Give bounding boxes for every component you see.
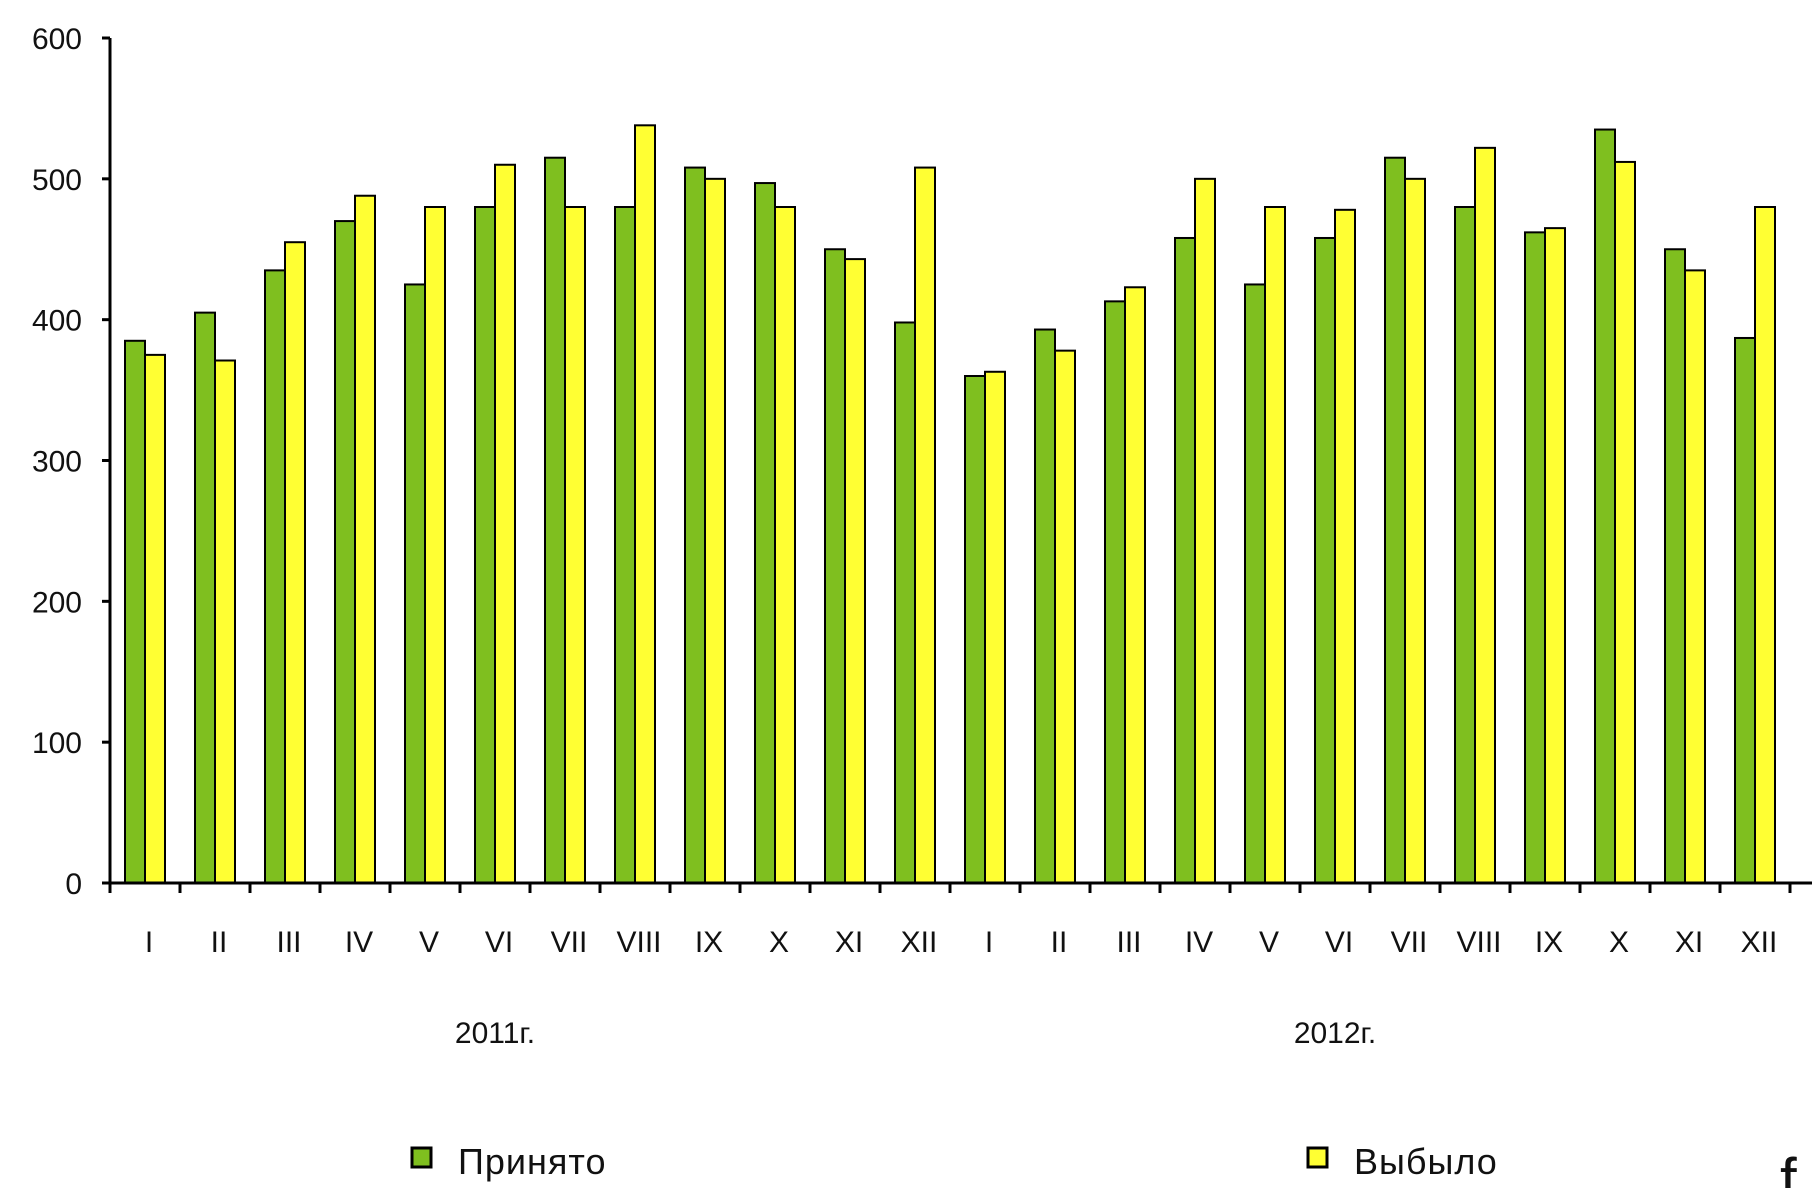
x-tick-label-19: VIII: [1456, 926, 1501, 959]
bar-vybylo-9: [774, 206, 796, 884]
x-tick-label-23: XII: [1741, 926, 1778, 959]
bar-vybylo-3: [354, 194, 376, 884]
bar-prinyato-0: [124, 339, 146, 884]
bar-prinyato-7: [614, 206, 636, 884]
bar-vybylo-13: [1054, 349, 1076, 884]
bar-vybylo-15: [1194, 177, 1216, 885]
bar-prinyato-13: [1034, 328, 1056, 884]
x-tick-label-0: I: [145, 926, 153, 959]
bar-prinyato-4: [404, 283, 426, 885]
y-tick-label-200: 200: [32, 586, 82, 619]
bar-prinyato-22: [1664, 248, 1686, 884]
bar-vybylo-20: [1544, 227, 1566, 884]
x-tick-label-3: IV: [345, 926, 373, 959]
bar-prinyato-5: [474, 206, 496, 884]
axes-layer: [102, 36, 1812, 893]
x-tick-label-1: II: [211, 926, 228, 959]
x-tick-label-22: XI: [1675, 926, 1703, 959]
bar-prinyato-3: [334, 220, 356, 885]
y-tick-label-500: 500: [32, 164, 82, 197]
x-tick-label-20: IX: [1535, 926, 1563, 959]
bars-layer: [124, 124, 1776, 885]
y-tick-label-0: 0: [65, 868, 82, 901]
bar-prinyato-6: [544, 156, 566, 885]
bar-vybylo-8: [704, 177, 726, 885]
x-tick-label-7: VIII: [616, 926, 661, 959]
x-tick-label-13: II: [1051, 926, 1068, 959]
bar-prinyato-11: [894, 321, 916, 884]
x-tick-label-15: IV: [1185, 926, 1213, 959]
x-tick-label-5: VI: [485, 926, 513, 959]
bar-prinyato-10: [824, 248, 846, 884]
bar-prinyato-20: [1524, 231, 1546, 885]
bar-vybylo-17: [1334, 208, 1356, 885]
x-tick-label-11: XII: [901, 926, 938, 959]
bar-vybylo-14: [1124, 286, 1146, 884]
bar-vybylo-5: [494, 163, 516, 884]
x-tick-label-18: VII: [1391, 926, 1428, 959]
legend: Принято Выбыло: [410, 1141, 1498, 1182]
bar-vybylo-21: [1614, 160, 1636, 884]
group-label-0: 2011г.: [455, 1017, 535, 1050]
x-tick-label-9: X: [769, 926, 789, 959]
y-tick-label-300: 300: [32, 446, 82, 479]
bar-prinyato-14: [1104, 300, 1126, 884]
x-tick-label-12: I: [985, 926, 993, 959]
bar-prinyato-21: [1594, 128, 1616, 884]
bar-prinyato-18: [1384, 156, 1406, 885]
x-tick-label-2: III: [276, 926, 301, 959]
bar-prinyato-17: [1314, 236, 1336, 884]
x-tick-label-8: IX: [695, 926, 723, 959]
bar-prinyato-9: [754, 182, 776, 884]
bar-prinyato-2: [264, 269, 286, 884]
bar-vybylo-2: [284, 241, 306, 885]
x-tick-label-17: VI: [1325, 926, 1353, 959]
legend-swatch-0: [410, 1146, 433, 1169]
legend-label-1: Выбыло: [1354, 1141, 1498, 1182]
bar-vybylo-4: [424, 206, 446, 884]
bar-prinyato-19: [1454, 206, 1476, 884]
bar-prinyato-12: [964, 375, 986, 884]
x-tick-label-10: XI: [835, 926, 863, 959]
legend-label-0: Принято: [458, 1141, 607, 1182]
corner-mark: f: [1780, 1146, 1797, 1188]
x-tick-label-16: V: [1259, 926, 1279, 959]
y-tick-label-600: 600: [32, 23, 82, 56]
bar-vybylo-11: [914, 166, 936, 885]
bar-prinyato-23: [1734, 336, 1756, 885]
y-tick-label-100: 100: [32, 727, 82, 760]
bar-vybylo-23: [1754, 206, 1776, 884]
y-tick-label-400: 400: [32, 305, 82, 338]
bar-prinyato-8: [684, 166, 706, 885]
group-label-1: 2012г.: [1294, 1017, 1376, 1050]
bar-vybylo-1: [214, 359, 236, 884]
bar-prinyato-15: [1174, 236, 1196, 884]
bar-prinyato-1: [194, 311, 216, 884]
bar-prinyato-16: [1244, 283, 1266, 885]
bar-vybylo-6: [564, 206, 586, 884]
bar-vybylo-22: [1684, 269, 1706, 884]
legend-swatch-1: [1306, 1146, 1329, 1169]
bar-vybylo-12: [984, 370, 1006, 884]
x-tick-label-4: V: [419, 926, 439, 959]
bar-vybylo-7: [634, 124, 656, 885]
x-tick-label-21: X: [1609, 926, 1629, 959]
bar-vybylo-19: [1474, 146, 1496, 885]
bar-vybylo-16: [1264, 206, 1286, 884]
bar-vybylo-18: [1404, 177, 1426, 885]
x-tick-label-6: VII: [551, 926, 588, 959]
bar-vybylo-10: [844, 258, 866, 884]
x-tick-label-14: III: [1116, 926, 1141, 959]
bar-vybylo-0: [144, 353, 166, 884]
